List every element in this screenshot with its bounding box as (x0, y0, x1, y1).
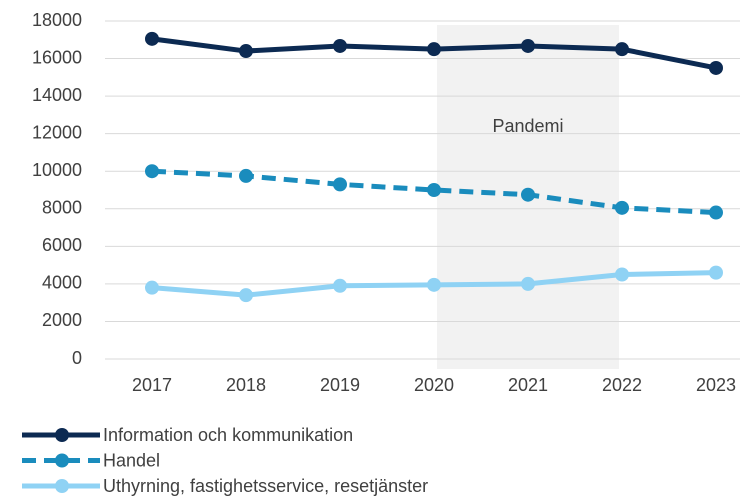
data-point (145, 164, 159, 179)
y-tick-label: 0 (72, 348, 82, 368)
data-point (615, 267, 629, 282)
data-point (615, 200, 629, 215)
x-tick-label: 2021 (508, 375, 548, 395)
data-point (709, 205, 723, 220)
y-tick-label: 14000 (32, 85, 82, 105)
data-point (427, 183, 441, 197)
x-tick-label: 2017 (132, 375, 172, 395)
y-tick-label: 10000 (32, 160, 82, 180)
data-point (521, 276, 535, 291)
legend-marker (55, 453, 69, 468)
data-point (145, 31, 159, 46)
data-point (709, 265, 723, 280)
x-tick-label: 2018 (226, 375, 266, 395)
y-tick-label: 6000 (42, 235, 82, 255)
data-point (615, 42, 629, 57)
data-point (239, 44, 253, 59)
y-tick-label: 12000 (32, 122, 82, 142)
x-tick-label: 2020 (414, 375, 454, 395)
legend-marker (55, 428, 69, 442)
data-point (333, 38, 347, 53)
x-tick-label: 2023 (696, 375, 736, 395)
data-point (709, 60, 723, 75)
data-point (239, 168, 253, 183)
x-tick-label: 2019 (320, 375, 360, 395)
x-tick-label: 2022 (602, 375, 642, 395)
data-point (427, 277, 441, 292)
legend-label: Handel (103, 450, 160, 470)
legend-label: Information och kommunikation (103, 425, 353, 445)
y-tick-label: 16000 (32, 47, 82, 67)
data-point (427, 42, 441, 57)
data-point (239, 288, 253, 303)
data-point (333, 177, 347, 192)
series (145, 164, 723, 220)
series (145, 265, 723, 303)
y-tick-label: 8000 (42, 198, 82, 218)
y-tick-label: 18000 (32, 10, 82, 30)
data-point (333, 278, 347, 293)
data-point (521, 187, 535, 202)
legend-marker (55, 479, 69, 493)
annotation-label: Pandemi (492, 116, 563, 136)
legend-label: Uthyrning, fastighetsservice, resetjänst… (103, 476, 428, 496)
data-point (521, 38, 535, 53)
data-point (145, 280, 159, 295)
y-tick-label: 2000 (42, 310, 82, 330)
y-tick-label: 4000 (42, 273, 82, 293)
series (145, 31, 723, 75)
